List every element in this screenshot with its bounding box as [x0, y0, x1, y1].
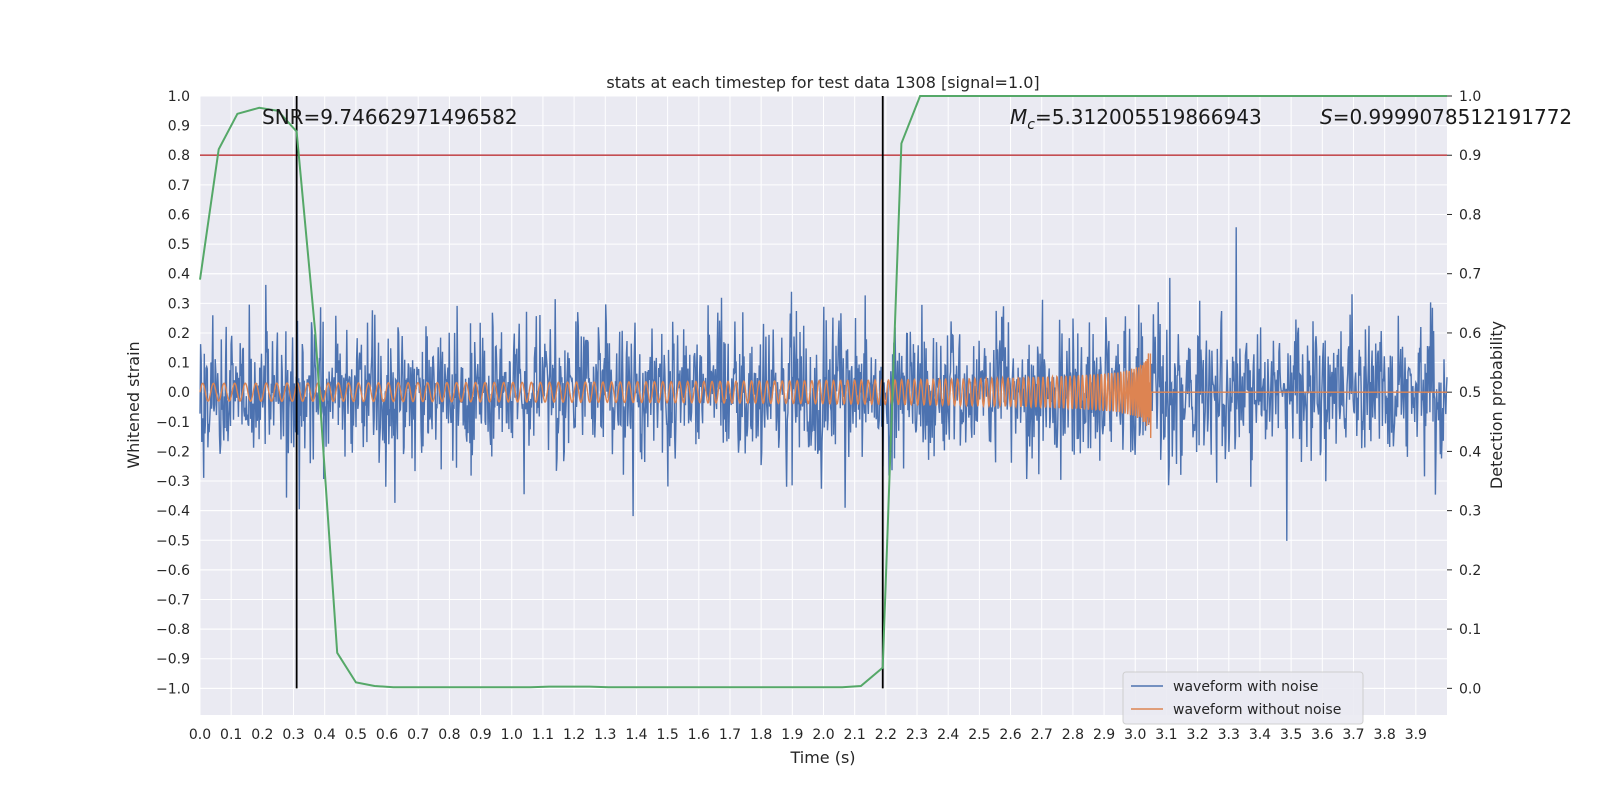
snr-annotation: SNR=9.74662971496582: [262, 105, 518, 129]
y2-tick-label: 0.8: [1459, 207, 1481, 223]
y2-tick-label: 0.0: [1459, 681, 1481, 697]
x-tick-label: 2.6: [999, 727, 1021, 743]
y2-tick-label: 0.2: [1459, 563, 1481, 579]
legend: waveform with noise waveform without noi…: [1122, 671, 1364, 725]
x-tick-label: 1.5: [656, 727, 678, 743]
x-tick-label: 2.4: [937, 727, 959, 743]
mc-symbol: M: [1010, 105, 1027, 129]
x-tick-label: 3.5: [1280, 727, 1302, 743]
x-tick-label: 2.1: [844, 727, 866, 743]
y-tick-label: 0.7: [168, 178, 190, 194]
x-tick-label: 1.0: [501, 727, 523, 743]
legend-noise-label: waveform with noise: [1173, 679, 1318, 695]
y2-tick-label: 0.7: [1459, 267, 1481, 283]
chart-title: stats at each timestep for test data 130…: [606, 73, 1039, 92]
y2-tick-label: 0.1: [1459, 622, 1481, 638]
y-tick-label: 1.0: [168, 89, 190, 105]
legend-box: [1122, 671, 1364, 725]
y2-tick-label: 0.3: [1459, 504, 1481, 520]
x-tick-label: 3.4: [1249, 727, 1271, 743]
x-tick-label: 1.1: [532, 727, 554, 743]
x-tick-label: 3.8: [1374, 727, 1396, 743]
x-axis-ticks: 0.0 0.1 0.2 0.3 0.4 0.5 0.6 0.7 0.8 0.9 1.0 1.1 1.2 1…: [189, 727, 1427, 743]
x-tick-label: 3.9: [1405, 727, 1427, 743]
x-tick-label: 2.2: [875, 727, 897, 743]
y2-tick-label: 0.9: [1459, 148, 1481, 164]
x-tick-label: 2.9: [1093, 727, 1115, 743]
x-tick-label: 0.2: [251, 727, 273, 743]
y-tick-label: −0.5: [156, 533, 190, 549]
y-tick-label: 0.5: [168, 237, 190, 253]
y-tick-label: −0.7: [156, 592, 190, 608]
y-tick-label: 0.6: [168, 207, 190, 223]
s-value: =0.9999078512191772: [1333, 105, 1572, 129]
y-axis-ticks: 1.0 0.9 0.8 0.7 0.6 0.5 0.4 0.3 0.2 0.1 0.0 −0.1 −0.…: [156, 89, 190, 697]
x-tick-label: 2.3: [906, 727, 928, 743]
x-tick-label: 1.7: [719, 727, 741, 743]
y-tick-label: 0.4: [168, 267, 190, 283]
x-tick-label: 3.6: [1311, 727, 1333, 743]
y-tick-label: −0.1: [156, 415, 190, 431]
y-tick-label: −0.4: [156, 504, 190, 520]
x-tick-label: 1.8: [750, 727, 772, 743]
y2-tick-label: 1.0: [1459, 89, 1481, 105]
y-tick-label: −0.2: [156, 444, 190, 460]
x-tick-label: 1.4: [625, 727, 647, 743]
mc-value: =5.312005519866943: [1035, 105, 1262, 129]
x-tick-label: 3.0: [1124, 727, 1146, 743]
legend-clean-label: waveform without noise: [1173, 702, 1341, 718]
s-symbol: S: [1320, 105, 1333, 129]
x-tick-label: 0.0: [189, 727, 211, 743]
x-tick-label: 2.8: [1062, 727, 1084, 743]
y-tick-label: 0.1: [168, 356, 190, 372]
y-tick-label: −0.9: [156, 652, 190, 668]
y-tick-label: 0.3: [168, 296, 190, 312]
x-tick-label: 0.6: [376, 727, 398, 743]
y-tick-label: 0.0: [168, 385, 190, 401]
mc-subscript: c: [1027, 117, 1035, 133]
y2-tick-label: 0.6: [1459, 326, 1481, 342]
x-tick-label: 2.5: [968, 727, 990, 743]
probability-line: [199, 95, 1447, 689]
x-tick-label: 3.3: [1218, 727, 1240, 743]
mc-annotation: Mc=5.312005519866943: [1010, 105, 1262, 133]
x-tick-label: 0.9: [469, 727, 491, 743]
x-tick-label: 0.5: [345, 727, 367, 743]
s-annotation: S=0.9999078512191772: [1320, 105, 1572, 129]
series: [199, 95, 1448, 689]
x-tick-label: 3.2: [1186, 727, 1208, 743]
x-tick-label: 1.6: [688, 727, 710, 743]
y2-axis-ticks: 1.0 0.9 0.8 0.7 0.6 0.5 0.4 0.3 0.2 0.1 0.0: [1447, 89, 1481, 697]
x-tick-label: 0.8: [438, 727, 460, 743]
y-tick-label: 0.2: [168, 326, 190, 342]
y2-tick-label: 0.5: [1459, 385, 1481, 401]
y-axis-label: Whitened strain: [124, 341, 143, 468]
y2-axis-label: Detection probability: [1487, 321, 1506, 489]
x-axis-label: Time (s): [789, 748, 855, 767]
x-tick-label: 3.7: [1342, 727, 1364, 743]
x-tick-label: 2.7: [1031, 727, 1053, 743]
x-tick-label: 1.9: [781, 727, 803, 743]
x-tick-label: 1.3: [594, 727, 616, 743]
clean-waveform-line: [199, 353, 1447, 439]
y-tick-label: −0.3: [156, 474, 190, 490]
y-tick-label: −0.6: [156, 563, 190, 579]
x-tick-label: 1.2: [563, 727, 585, 743]
x-tick-label: 0.1: [220, 727, 242, 743]
x-tick-label: 0.3: [282, 727, 304, 743]
y-tick-label: −1.0: [156, 681, 190, 697]
y-tick-label: 0.9: [168, 119, 190, 135]
x-tick-label: 0.4: [314, 727, 336, 743]
y-tick-label: 0.8: [168, 148, 190, 164]
y2-tick-label: 0.4: [1459, 444, 1481, 460]
x-tick-label: 0.7: [407, 727, 429, 743]
x-tick-label: 2.0: [812, 727, 834, 743]
y-tick-label: −0.8: [156, 622, 190, 638]
x-tick-label: 3.1: [1155, 727, 1177, 743]
